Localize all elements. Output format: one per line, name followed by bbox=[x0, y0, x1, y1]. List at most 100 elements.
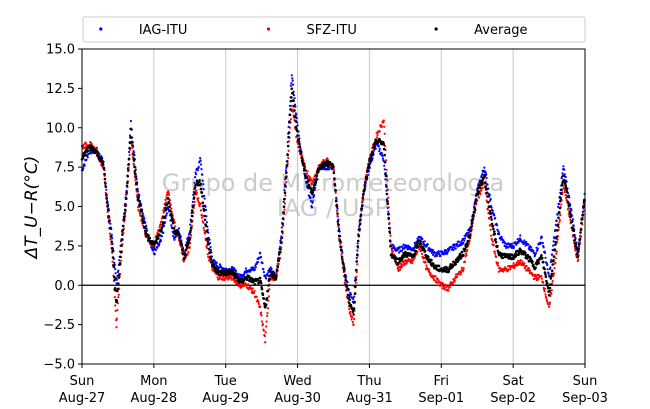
data-point bbox=[124, 197, 128, 200]
data-point bbox=[552, 259, 555, 262]
data-point bbox=[194, 176, 197, 179]
data-point bbox=[470, 225, 473, 229]
data-point bbox=[574, 249, 577, 252]
x-tick-label-date: Aug-30 bbox=[274, 391, 321, 406]
data-point bbox=[532, 249, 535, 252]
data-point bbox=[117, 296, 120, 299]
data-point bbox=[199, 163, 203, 166]
y-axis: −5.0 −2.5 0.0 2.5 5.0 7.5 10.0 12.5 15.0 bbox=[43, 43, 82, 373]
data-point bbox=[474, 201, 477, 204]
data-point bbox=[137, 196, 140, 200]
data-point bbox=[344, 279, 348, 282]
data-point bbox=[552, 272, 556, 275]
data-point bbox=[234, 269, 238, 272]
data-point bbox=[137, 199, 141, 203]
data-point bbox=[110, 240, 113, 243]
y-tick-label: 15.0 bbox=[46, 43, 75, 58]
data-point bbox=[134, 172, 137, 176]
data-point bbox=[246, 278, 249, 282]
data-point bbox=[361, 204, 364, 207]
data-point bbox=[135, 182, 138, 186]
data-point bbox=[554, 240, 558, 244]
data-point bbox=[332, 169, 335, 172]
data-point bbox=[437, 264, 441, 268]
data-point bbox=[198, 179, 201, 182]
data-point bbox=[171, 219, 174, 223]
data-point bbox=[419, 242, 423, 246]
data-point bbox=[288, 126, 292, 129]
data-point bbox=[111, 260, 114, 263]
data-point bbox=[185, 245, 189, 249]
data-point bbox=[191, 200, 194, 203]
data-point bbox=[303, 168, 307, 172]
data-point bbox=[437, 279, 440, 282]
data-point bbox=[159, 239, 163, 242]
data-point bbox=[339, 245, 342, 248]
data-point bbox=[290, 104, 293, 107]
data-point bbox=[277, 262, 280, 266]
data-point bbox=[291, 79, 294, 82]
data-point bbox=[550, 289, 553, 292]
data-point bbox=[291, 92, 295, 95]
data-point bbox=[577, 247, 580, 251]
data-point bbox=[278, 250, 281, 254]
data-point bbox=[164, 198, 167, 201]
data-point bbox=[247, 274, 251, 278]
data-point bbox=[346, 287, 349, 291]
data-point bbox=[296, 134, 299, 137]
data-point bbox=[469, 229, 472, 232]
data-point bbox=[414, 249, 418, 253]
data-point bbox=[559, 214, 562, 217]
data-point bbox=[209, 246, 212, 249]
data-point bbox=[245, 283, 248, 286]
data-point bbox=[305, 176, 309, 180]
data-point bbox=[519, 234, 522, 237]
data-point bbox=[333, 177, 336, 180]
data-point bbox=[472, 210, 476, 214]
data-point bbox=[442, 285, 446, 289]
data-point bbox=[380, 152, 384, 155]
x-axis: Sun Aug-27 Mon Aug-28 Tue Aug-29 Wed Aug-30 Thu A… bbox=[59, 364, 608, 406]
data-point bbox=[398, 268, 402, 271]
data-point bbox=[291, 77, 294, 80]
data-point bbox=[356, 249, 359, 252]
data-point bbox=[445, 249, 448, 252]
data-point bbox=[333, 183, 337, 186]
data-point bbox=[145, 224, 148, 227]
data-point bbox=[543, 271, 547, 274]
data-point bbox=[410, 258, 413, 261]
data-point bbox=[112, 265, 116, 269]
data-point bbox=[517, 241, 520, 244]
data-point bbox=[131, 144, 134, 147]
data-point bbox=[311, 190, 315, 194]
data-point bbox=[418, 248, 421, 251]
data-point bbox=[256, 260, 260, 264]
data-point bbox=[146, 234, 150, 237]
data-point bbox=[465, 245, 468, 249]
data-point bbox=[265, 325, 268, 328]
data-point bbox=[231, 270, 235, 273]
data-point bbox=[378, 150, 381, 153]
data-point bbox=[84, 141, 87, 144]
data-point bbox=[180, 243, 184, 247]
data-point bbox=[569, 218, 572, 221]
data-point bbox=[290, 74, 293, 77]
data-point bbox=[349, 313, 352, 316]
data-point bbox=[547, 272, 550, 275]
data-point bbox=[550, 292, 553, 295]
data-point bbox=[251, 287, 254, 290]
data-point bbox=[542, 281, 545, 284]
data-point bbox=[103, 172, 106, 176]
data-point bbox=[260, 287, 264, 291]
data-point bbox=[552, 255, 556, 258]
data-point bbox=[243, 273, 246, 276]
data-point bbox=[115, 299, 119, 303]
data-point bbox=[379, 124, 382, 127]
legend-marker bbox=[99, 27, 103, 31]
data-point bbox=[284, 169, 287, 172]
legend-marker bbox=[434, 27, 438, 31]
data-point bbox=[451, 265, 455, 268]
data-point bbox=[130, 136, 133, 139]
data-point bbox=[446, 285, 449, 288]
